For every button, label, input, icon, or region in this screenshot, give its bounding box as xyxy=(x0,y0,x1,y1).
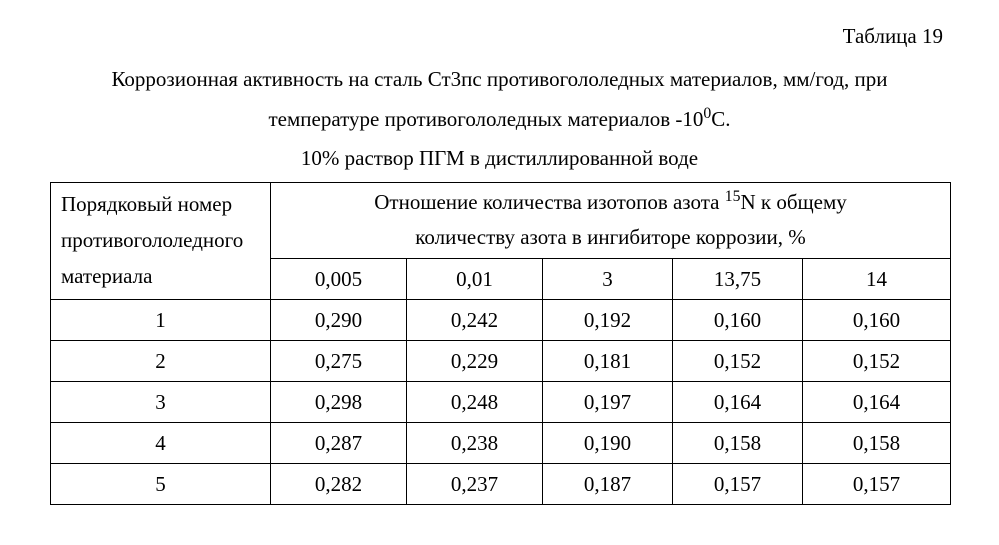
cell: 0,287 xyxy=(271,423,407,464)
header-colspan-top: Отношение количества изотопов азота 15N … xyxy=(271,182,951,258)
cell: 0,275 xyxy=(271,341,407,382)
col-header-4: 14 xyxy=(803,259,951,300)
cell: 0,229 xyxy=(407,341,543,382)
caption-line-1: Коррозионная активность на сталь Ст3пс п… xyxy=(50,63,949,97)
hdr-left-l1: Порядковый номер xyxy=(61,192,232,216)
row-id: 2 xyxy=(51,341,271,382)
hdr-top-sup: 15 xyxy=(725,188,741,205)
cell: 0,157 xyxy=(803,464,951,505)
row-id: 5 xyxy=(51,464,271,505)
hdr-left-l3: материала xyxy=(61,264,152,288)
cell: 0,282 xyxy=(271,464,407,505)
caption-line-3: 10% раствор ПГМ в дистиллированной воде xyxy=(50,142,949,176)
cell: 0,248 xyxy=(407,382,543,423)
cell: 0,160 xyxy=(673,300,803,341)
cell: 0,164 xyxy=(673,382,803,423)
cell: 0,152 xyxy=(803,341,951,382)
caption-line-2b: С. xyxy=(711,107,730,131)
hdr-left-l2: противогололедного xyxy=(61,228,243,252)
row-id: 4 xyxy=(51,423,271,464)
hdr-top-a: Отношение количества изотопов азота xyxy=(374,190,724,214)
caption-line-2a: температуре противогололедных материалов… xyxy=(268,107,703,131)
col-header-3: 13,75 xyxy=(673,259,803,300)
cell: 0,298 xyxy=(271,382,407,423)
table-row: 1 0,290 0,242 0,192 0,160 0,160 xyxy=(51,300,951,341)
row-id: 3 xyxy=(51,382,271,423)
hdr-top-b: N к общему xyxy=(740,190,846,214)
page: Таблица 19 Коррозионная активность на ст… xyxy=(0,0,999,505)
table-row: 3 0,298 0,248 0,197 0,164 0,164 xyxy=(51,382,951,423)
cell: 0,290 xyxy=(271,300,407,341)
cell: 0,242 xyxy=(407,300,543,341)
cell: 0,181 xyxy=(543,341,673,382)
table-row: 4 0,287 0,238 0,190 0,158 0,158 xyxy=(51,423,951,464)
cell: 0,197 xyxy=(543,382,673,423)
cell: 0,192 xyxy=(543,300,673,341)
cell: 0,237 xyxy=(407,464,543,505)
cell: 0,158 xyxy=(673,423,803,464)
table-row: 5 0,282 0,237 0,187 0,157 0,157 xyxy=(51,464,951,505)
cell: 0,158 xyxy=(803,423,951,464)
header-rowspan-left: Порядковый номер противогололедного мате… xyxy=(51,182,271,299)
cell: 0,160 xyxy=(803,300,951,341)
table-number: Таблица 19 xyxy=(50,24,943,49)
col-header-2: 3 xyxy=(543,259,673,300)
cell: 0,152 xyxy=(673,341,803,382)
cell: 0,164 xyxy=(803,382,951,423)
cell: 0,238 xyxy=(407,423,543,464)
row-id: 1 xyxy=(51,300,271,341)
caption-line-2: температуре противогололедных материалов… xyxy=(50,103,949,137)
col-header-0: 0,005 xyxy=(271,259,407,300)
cell: 0,157 xyxy=(673,464,803,505)
cell: 0,190 xyxy=(543,423,673,464)
data-table: Порядковый номер противогололедного мате… xyxy=(50,182,951,505)
col-header-1: 0,01 xyxy=(407,259,543,300)
header-row-1: Порядковый номер противогололедного мате… xyxy=(51,182,951,258)
cell: 0,187 xyxy=(543,464,673,505)
hdr-top-l2: количеству азота в ингибиторе коррозии, … xyxy=(415,225,805,249)
table-row: 2 0,275 0,229 0,181 0,152 0,152 xyxy=(51,341,951,382)
